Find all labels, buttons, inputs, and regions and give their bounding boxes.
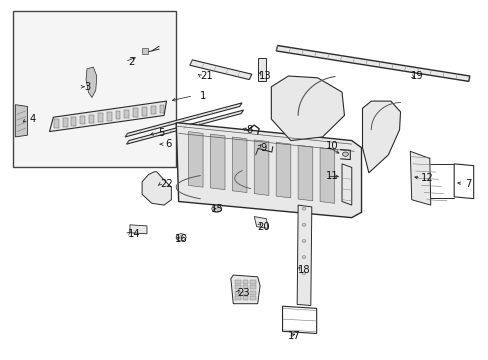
Polygon shape xyxy=(188,132,203,187)
Text: 18: 18 xyxy=(297,265,310,275)
Polygon shape xyxy=(320,148,334,203)
Text: 22: 22 xyxy=(160,179,172,189)
Text: 15: 15 xyxy=(211,204,224,214)
Polygon shape xyxy=(80,116,85,124)
Polygon shape xyxy=(257,58,266,81)
Polygon shape xyxy=(297,205,311,306)
Bar xyxy=(234,285,240,289)
Polygon shape xyxy=(254,217,267,228)
Bar xyxy=(242,296,248,300)
Bar xyxy=(242,291,248,295)
Text: 3: 3 xyxy=(84,82,90,92)
Polygon shape xyxy=(271,76,344,140)
Polygon shape xyxy=(54,120,59,128)
Polygon shape xyxy=(232,137,246,193)
Circle shape xyxy=(178,235,183,239)
Circle shape xyxy=(302,207,305,210)
Text: 5: 5 xyxy=(158,129,164,138)
Text: 8: 8 xyxy=(246,125,252,135)
Polygon shape xyxy=(276,45,469,81)
Circle shape xyxy=(302,224,305,226)
Polygon shape xyxy=(282,306,316,333)
Polygon shape xyxy=(71,117,76,126)
Polygon shape xyxy=(133,108,138,117)
Text: 1: 1 xyxy=(200,91,206,101)
Circle shape xyxy=(176,234,185,241)
Text: 7: 7 xyxy=(465,179,471,189)
Polygon shape xyxy=(276,142,290,198)
Bar xyxy=(250,291,256,295)
Text: 17: 17 xyxy=(287,331,300,341)
Bar xyxy=(242,285,248,289)
Bar xyxy=(242,280,248,284)
Text: 20: 20 xyxy=(257,222,270,231)
Polygon shape xyxy=(230,275,260,304)
Circle shape xyxy=(302,272,305,275)
Circle shape xyxy=(302,256,305,258)
Polygon shape xyxy=(409,151,430,205)
Circle shape xyxy=(302,239,305,242)
Polygon shape xyxy=(298,145,312,201)
Text: 11: 11 xyxy=(325,171,338,181)
Polygon shape xyxy=(189,60,251,80)
Text: 23: 23 xyxy=(237,288,249,298)
Polygon shape xyxy=(159,105,164,113)
Polygon shape xyxy=(254,140,268,195)
Text: 19: 19 xyxy=(410,71,423,81)
Polygon shape xyxy=(362,101,400,173)
Text: 4: 4 xyxy=(29,114,36,124)
Text: 2: 2 xyxy=(128,57,134,67)
Bar xyxy=(234,291,240,295)
Bar xyxy=(234,296,240,300)
Circle shape xyxy=(211,205,221,212)
Bar xyxy=(250,280,256,284)
Bar xyxy=(250,296,256,300)
Polygon shape xyxy=(62,118,67,127)
Polygon shape xyxy=(49,101,166,132)
Bar xyxy=(13,12,176,167)
Text: 13: 13 xyxy=(258,71,271,81)
Polygon shape xyxy=(124,109,129,118)
Circle shape xyxy=(342,152,347,156)
Polygon shape xyxy=(150,106,155,114)
Polygon shape xyxy=(86,67,97,98)
Polygon shape xyxy=(106,112,111,121)
Polygon shape xyxy=(130,225,147,234)
Text: 21: 21 xyxy=(200,71,212,81)
Polygon shape xyxy=(125,103,242,137)
Polygon shape xyxy=(15,105,27,137)
Polygon shape xyxy=(210,134,224,190)
Polygon shape xyxy=(89,114,94,123)
Text: 14: 14 xyxy=(127,229,140,239)
Text: 16: 16 xyxy=(174,234,187,244)
Polygon shape xyxy=(453,164,473,199)
Text: 10: 10 xyxy=(325,141,338,151)
Bar xyxy=(234,280,240,284)
Polygon shape xyxy=(142,172,171,205)
Polygon shape xyxy=(126,110,243,144)
Polygon shape xyxy=(115,111,120,120)
Text: 9: 9 xyxy=(260,143,266,153)
Polygon shape xyxy=(98,113,102,122)
Bar xyxy=(250,285,256,289)
Polygon shape xyxy=(142,107,146,116)
Polygon shape xyxy=(341,164,351,205)
Bar xyxy=(142,48,148,54)
Text: 6: 6 xyxy=(165,139,172,149)
Text: 12: 12 xyxy=(420,173,433,183)
Polygon shape xyxy=(176,123,361,218)
